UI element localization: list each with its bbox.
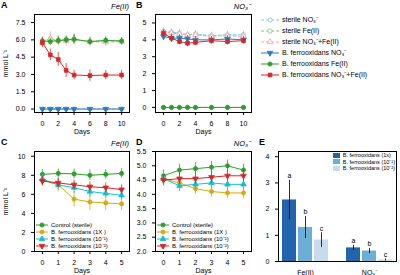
html-text:Fe(II): Fe(II) [111,2,129,11]
html-text:NO₃⁻: NO₃⁻ [233,2,251,11]
svg-text:6.0: 6.0 [16,36,26,43]
svg-text:2.5: 2.5 [137,233,147,240]
html-text:E: E [259,137,265,147]
svg-text:3: 3 [88,259,92,266]
svg-text:0: 0 [22,248,26,255]
svg-text:4.0: 4.0 [137,191,147,198]
svg-text:5: 5 [143,19,147,26]
svg-text:1: 1 [266,232,270,239]
svg-text:3.0: 3.0 [16,71,26,78]
html-text:Control (sterile): Control (sterile) [51,221,92,228]
svg-text:2: 2 [178,120,182,127]
html-text:B. ferrooxidans (1X ): B. ferrooxidans (1X ) [172,228,227,235]
svg-text:c: c [384,251,388,258]
svg-text:8: 8 [22,172,26,179]
svg-text:4: 4 [266,153,270,160]
svg-text:4: 4 [143,36,147,43]
html-text:B. ferrooxidans (10⁻¹): B. ferrooxidans (10⁻¹) [51,235,108,242]
html-text:sterile NO₃⁻+Fe(II): sterile NO₃⁻+Fe(II) [282,38,339,45]
svg-text:4: 4 [104,259,108,266]
svg-text:b: b [304,208,308,215]
html-text:A: A [1,0,8,10]
svg-text:b: b [368,240,372,247]
svg-text:4: 4 [194,120,198,127]
html-text:D: D [136,137,143,147]
svg-text:5: 5 [242,259,246,266]
svg-text:Days: Days [74,267,90,275]
svg-text:8: 8 [104,120,108,127]
svg-text:4.5: 4.5 [16,53,26,60]
svg-text:6: 6 [88,120,92,127]
svg-text:1: 1 [143,87,147,94]
html-text:sterile NO₃⁻: sterile NO₃⁻ [282,16,318,23]
svg-text:1.5: 1.5 [16,88,26,95]
svg-text:2: 2 [22,229,26,236]
svg-text:10: 10 [118,120,126,127]
html-text:B. ferrooxidans NO₃⁻+Fe(II): B. ferrooxidans NO₃⁻+Fe(II) [282,71,368,78]
svg-text:0: 0 [162,259,166,266]
html-text:NO₃⁻: NO₃⁻ [233,139,251,148]
svg-text:5.0: 5.0 [137,162,147,169]
svg-text:NO₃⁻: NO₃⁻ [362,269,378,275]
html-text:B. ferrooxidans (10⁻²): B. ferrooxidans (10⁻²) [172,242,229,249]
svg-text:3.5: 3.5 [137,205,147,212]
svg-text:a: a [352,237,356,244]
html-text:B. ferrooxidans (10⁻²): B. ferrooxidans (10⁻²) [342,165,395,172]
svg-text:6: 6 [210,120,214,127]
html-text:Fe(II): Fe(II) [111,139,129,148]
html-text:B. ferrooxidans (10⁻²): B. ferrooxidans (10⁻²) [51,242,108,249]
svg-text:0.0: 0.0 [16,105,26,112]
svg-text:4: 4 [22,210,26,217]
html-text:B. ferrooxidans (1X ): B. ferrooxidans (1X ) [51,228,106,235]
svg-text:5: 5 [120,259,124,266]
html-text:B. ferrooxidans (1x): B. ferrooxidans (1x) [342,152,391,159]
svg-text:0: 0 [40,120,44,127]
html-text:C: C [1,137,8,147]
html-text:B. ferrooxidans NO₃⁻: B. ferrooxidans NO₃⁻ [282,49,347,56]
svg-text:2: 2 [56,120,60,127]
svg-text:4: 4 [72,120,76,127]
svg-text:mmol L⁻¹: mmol L⁻¹ [2,187,9,215]
html-text:B. ferrooxidans (10⁻¹): B. ferrooxidans (10⁻¹) [342,158,395,165]
html-text:B. ferrooxidans Fe(II): B. ferrooxidans Fe(II) [282,60,348,67]
svg-text:0: 0 [162,120,166,127]
svg-text:2: 2 [266,205,270,212]
svg-text:1: 1 [56,259,60,266]
svg-text:0: 0 [266,258,270,265]
svg-text:a: a [288,172,292,179]
svg-text:c: c [320,225,324,232]
svg-text:6: 6 [22,191,26,198]
svg-text:Fe(II): Fe(II) [297,269,314,275]
svg-text:8: 8 [226,120,230,127]
svg-text:7.5: 7.5 [16,19,26,26]
svg-text:2: 2 [143,70,147,77]
html-text:B: B [136,0,143,10]
svg-text:4.5: 4.5 [137,176,147,183]
html-text:Control (sterile): Control (sterile) [172,221,213,228]
svg-text:3: 3 [143,53,147,60]
svg-text:4: 4 [226,259,230,266]
svg-text:Days: Days [74,128,90,136]
svg-text:0: 0 [143,104,147,111]
svg-text:Days: Days [196,128,212,136]
svg-text:0: 0 [40,259,44,266]
svg-text:1: 1 [178,259,182,266]
svg-text:10: 10 [240,120,248,127]
svg-text:10: 10 [18,153,26,160]
svg-text:5.5: 5.5 [137,148,147,155]
svg-text:2: 2 [72,259,76,266]
svg-text:3: 3 [266,179,270,186]
svg-text:Days: Days [196,267,212,275]
svg-text:3.0: 3.0 [137,219,147,226]
svg-text:mmol L⁻¹: mmol L⁻¹ [2,49,9,77]
html-text:B. ferrooxidans (10⁻¹): B. ferrooxidans (10⁻¹) [172,235,229,242]
svg-text:2: 2 [194,259,198,266]
svg-text:3: 3 [210,259,214,266]
html-text:sterile Fe(II): sterile Fe(II) [282,27,320,34]
svg-text:2.0: 2.0 [137,248,147,255]
